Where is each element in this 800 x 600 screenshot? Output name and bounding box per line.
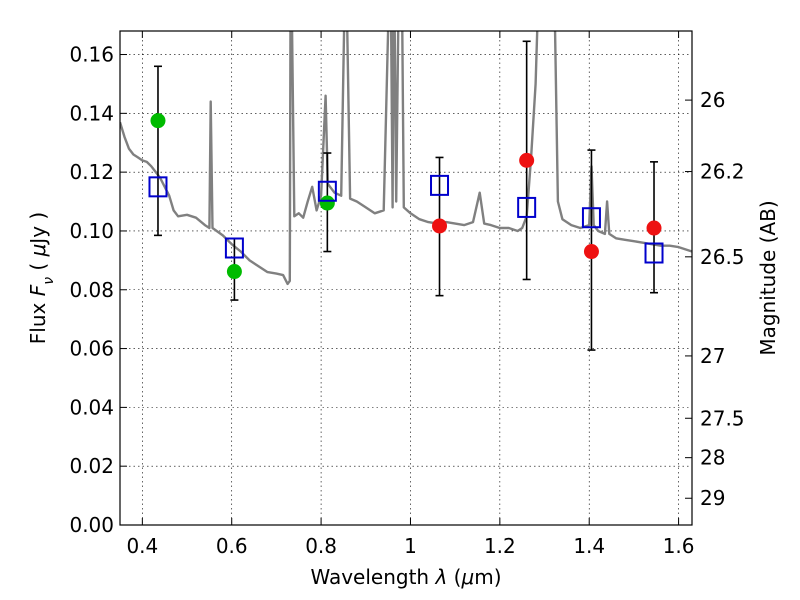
label-part: F — [26, 284, 50, 296]
label-part: μ — [460, 565, 474, 589]
right-tick-label: 28 — [700, 446, 725, 470]
spectrum-layer — [120, 31, 692, 286]
x-tick-label: 1 — [404, 534, 417, 558]
right-tick-label: 29 — [700, 486, 725, 510]
data-point — [319, 195, 335, 211]
plot-background — [120, 31, 692, 525]
data-point — [432, 218, 448, 234]
y-axis-label: Flux Fν ( μJy ) — [26, 212, 57, 344]
right-tick-label: 26.5 — [700, 245, 745, 269]
x-tick-label: 1.6 — [663, 534, 695, 558]
label-part: Wavelength — [310, 565, 435, 589]
right-axis-label: Magnitude (AB) — [756, 200, 780, 355]
data-point — [150, 113, 166, 129]
x-tick-label: 0.6 — [216, 534, 248, 558]
data-point — [583, 244, 599, 260]
y-tick-label: 0.14 — [69, 101, 114, 125]
x-tick-label: 1.2 — [484, 534, 516, 558]
x-tick-label: 1.4 — [573, 534, 605, 558]
data-point — [226, 264, 242, 280]
plot-frame — [119, 30, 693, 526]
y-tick-label: 0.12 — [69, 160, 114, 184]
x-tick-label: 0.8 — [305, 534, 337, 558]
y-tick-label: 0.10 — [69, 219, 114, 243]
right-tick-label: 26 — [700, 88, 725, 112]
y-tick-label: 0.00 — [69, 513, 114, 537]
right-tick-label: 27 — [700, 344, 725, 368]
model-point — [517, 196, 537, 218]
label-part: ( — [447, 565, 461, 589]
y-tick-label: 0.06 — [69, 337, 114, 361]
model-point — [581, 207, 601, 229]
model-point — [224, 237, 244, 259]
model-point — [148, 176, 168, 198]
model-point — [317, 180, 337, 202]
axis-layer: 0.4 0.6 0.8 1 1.2 1.4 1.6 0.00 0.02 0.04 0.06 0.08 0… — [69, 31, 745, 558]
x-axis-label: Wavelength λ (μm) — [310, 565, 501, 589]
label-part: m) — [474, 565, 501, 589]
label-part: λ — [434, 565, 447, 589]
x-tick-label: 0.4 — [126, 534, 158, 558]
spectrum-line — [120, 31, 692, 286]
data-point — [646, 220, 662, 236]
point-layer — [148, 113, 664, 280]
model-point — [644, 242, 664, 264]
data-point — [519, 152, 535, 168]
y-tick-label: 0.02 — [69, 454, 114, 478]
y-tick-label: 0.16 — [69, 43, 114, 67]
label-part: μ — [26, 244, 50, 258]
right-tick-label: 27.5 — [700, 406, 745, 430]
label-part: Flux — [26, 296, 50, 344]
right-tick-label: 26.2 — [700, 160, 745, 184]
label-part: Jy ) — [26, 212, 50, 246]
y-tick-label: 0.08 — [69, 278, 114, 302]
y-tick-label: 0.04 — [69, 395, 114, 419]
label-part: ( — [26, 256, 50, 277]
label-part: ν — [41, 277, 57, 285]
model-point — [430, 174, 450, 196]
